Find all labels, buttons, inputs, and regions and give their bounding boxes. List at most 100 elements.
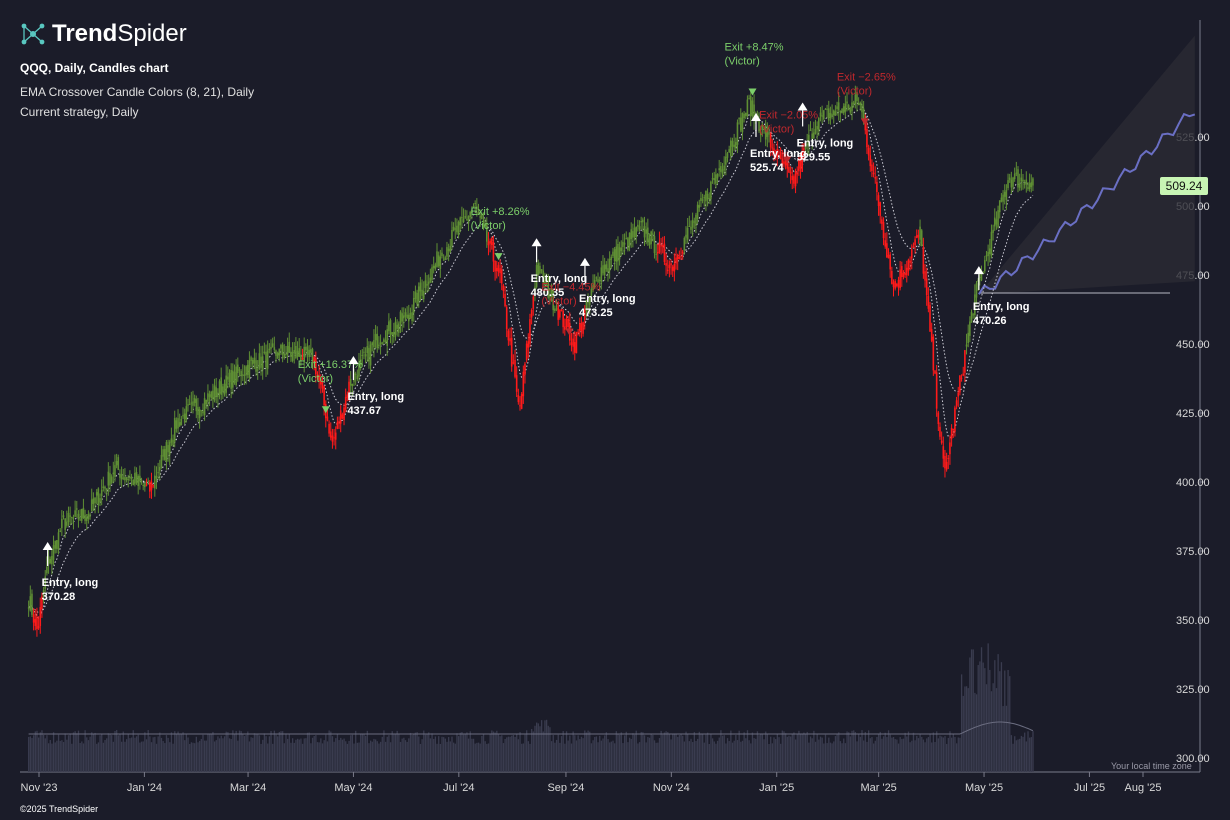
candle-body [899,269,901,289]
volume-bar [936,731,938,772]
candle-body [824,108,827,110]
volume-bar [195,736,197,772]
volume-bar [866,741,868,772]
candle-body [298,348,301,357]
volume-bar [663,732,666,772]
volume-bar [716,740,719,772]
candle-body [781,158,784,166]
candle-body [110,476,113,483]
candle-body [268,348,271,351]
candle-body [564,326,566,330]
volume-bar [574,735,576,772]
volume-bar [675,733,677,772]
candle-body [90,499,93,511]
volume-bar [187,737,189,772]
candle-body [917,234,920,238]
volume-bar [1004,670,1006,772]
candle-body [412,297,415,313]
volume-bar [816,733,818,772]
candle-body [630,229,633,240]
candle-body [520,394,523,409]
candle-body [969,321,971,336]
volume-bar [434,736,437,772]
volume-bar [351,734,354,772]
candle-body [72,517,75,520]
candle-body [356,375,359,380]
volume-bar [59,740,61,772]
candle-body [653,235,656,254]
candle-body [366,346,369,354]
volume-bar [703,742,705,772]
volume-bar [238,730,241,772]
candle-body [42,589,45,597]
candle-body [99,498,101,503]
volume-bar [81,741,83,772]
volume-bar [685,731,687,772]
volume-bar [834,736,837,772]
volume-bar [245,734,247,772]
candle-body [434,264,437,270]
candle-body [554,308,556,312]
candle-body [832,110,835,115]
volume-bar [844,743,847,772]
candle-body [715,174,717,184]
candle-body [507,330,510,341]
exit-label: Exit −2.65% [837,71,896,83]
volume-bar [763,739,765,772]
candle-body [163,449,166,460]
volume-bar [401,738,403,772]
entry-price: 525.74 [750,162,785,174]
volume-bar [489,734,491,772]
volume-bar [323,740,325,772]
volume-bar [356,742,359,772]
volume-bar [301,743,304,772]
volume-bar [250,737,252,772]
candle-body [432,265,435,269]
candle-body [44,576,47,589]
volume-bar [232,730,234,772]
candle-body [912,246,915,248]
candle-body [960,377,963,379]
volume-bar [683,741,686,772]
volume-bar [496,730,498,772]
candle-body [265,351,267,368]
candle-body [79,519,81,521]
candle-body [578,323,581,331]
entry-price: 473.25 [579,307,613,319]
volume-bar [471,738,473,772]
candle-body [441,252,443,257]
volume-bar [912,732,915,772]
candle-body [494,260,496,272]
exit-strategy-label: (Victor) [837,85,872,97]
volume-bar [592,740,594,772]
candle-body [736,122,739,145]
volume-bar [272,743,274,772]
x-tick-label: Jan '25 [759,782,794,794]
volume-bar [824,734,827,772]
volume-bar [917,738,920,772]
volume-bar [701,733,704,772]
exit-label: Exit −4.45% [541,282,600,294]
volume-bar [756,731,759,772]
volume-bar [384,741,387,772]
candle-body [550,289,553,298]
candle-body [647,227,649,243]
candle-body [651,233,654,235]
candle-body [869,155,872,167]
candle-body [705,190,707,202]
candle-body [881,219,883,224]
candle-body [95,492,98,496]
entry-label: Entry, long [531,273,588,285]
volume-bar [147,730,149,772]
volume-bar [316,742,319,772]
volume-bar [340,737,342,772]
volume-bar [803,732,805,772]
candle-body [384,340,387,343]
candle-body [313,357,315,363]
volume-bar [604,735,606,772]
volume-bar [846,731,848,772]
candle-body [866,129,868,148]
candle-body [983,260,986,272]
candle-body [373,340,375,348]
